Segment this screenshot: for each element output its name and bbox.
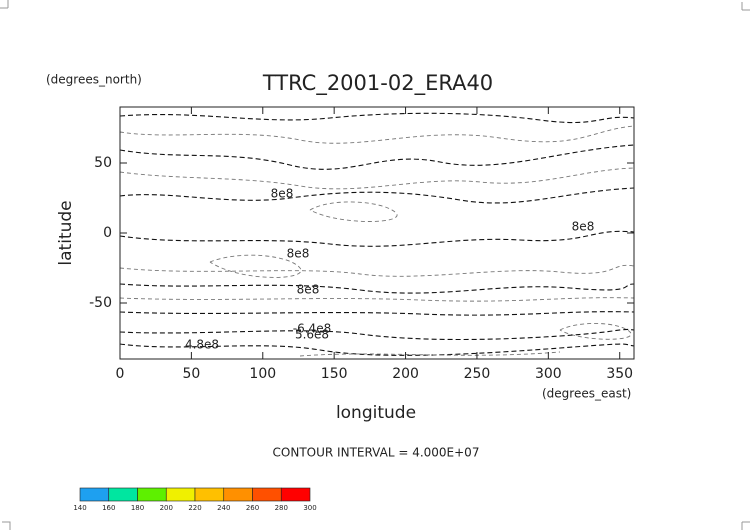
y-unit: (degrees_north)	[46, 73, 142, 87]
x-tick-label: 300	[535, 366, 562, 382]
y-axis-label: latitude	[56, 200, 76, 265]
contour-label: 8e8	[271, 187, 294, 201]
contour-label: 4.8e8	[185, 338, 219, 352]
contour-label: 8e8	[287, 247, 310, 261]
contour-label: -6.4e8	[293, 322, 331, 336]
colorbar-tick-label: 300	[303, 504, 316, 512]
x-tick-label: 50	[182, 366, 200, 382]
colorbar-box	[79, 487, 110, 502]
colorbar-tick-label: 240	[217, 504, 230, 512]
contour-label: 8e8	[572, 220, 595, 234]
y-tick-label: 0	[103, 225, 112, 241]
plot-frame	[119, 106, 635, 360]
contour-label: 5.6e8	[295, 328, 329, 342]
colorbar-tick-label: 180	[131, 504, 144, 512]
colorbar-tick-label: 280	[275, 504, 288, 512]
colorbar-box	[194, 487, 225, 502]
y-tick-label: -50	[89, 295, 112, 311]
colorbar-box	[280, 487, 311, 502]
colorbar-box	[223, 487, 253, 502]
colorbar-tick-label: 140	[73, 504, 86, 512]
y-tick-label: 50	[94, 155, 112, 171]
chart-title: TTRC_2001-02_ERA40	[262, 71, 493, 96]
colorbar-box	[137, 487, 167, 502]
x-tick-label: 250	[464, 366, 491, 382]
x-axis-label: longitude	[336, 403, 416, 423]
colorbar-box	[108, 487, 138, 502]
x-tick-label: 150	[321, 366, 348, 382]
colorbar-tick-label: 160	[102, 504, 115, 512]
x-unit: (degrees_east)	[542, 387, 631, 401]
colorbar-tick-label: 220	[188, 504, 201, 512]
colorbar-tick-label: 200	[160, 504, 173, 512]
colorbar-tick-label: 260	[246, 504, 259, 512]
x-tick-label: 0	[116, 366, 125, 382]
x-tick-label: 200	[392, 366, 419, 382]
colorbar-box	[252, 487, 282, 502]
x-tick-label: 100	[249, 366, 276, 382]
x-tick-label: 350	[606, 366, 633, 382]
contour-note: CONTOUR INTERVAL = 4.000E+07	[273, 446, 480, 460]
contour-label: 8e8	[297, 283, 320, 297]
colorbar-box	[165, 487, 196, 502]
contour-lines	[119, 112, 635, 357]
